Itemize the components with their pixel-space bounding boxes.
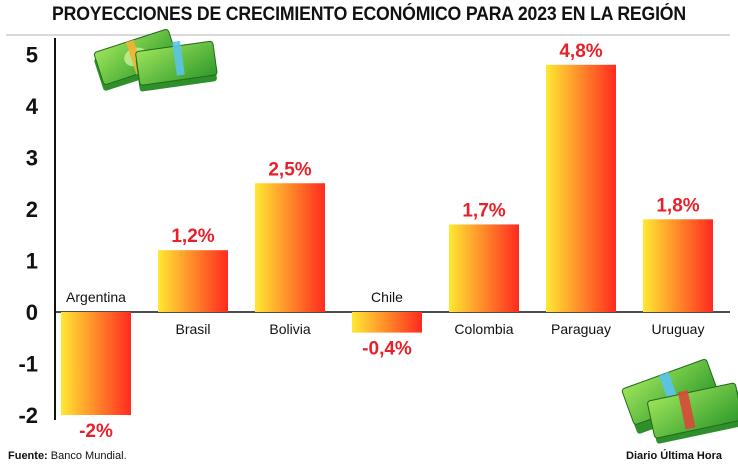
data-labels: -2% 1,2% 2,5% -0,4% 1,7% 4,8% 1,8% xyxy=(79,41,700,442)
y-tick-label: 2 xyxy=(26,197,38,222)
bar-chile xyxy=(352,312,422,333)
category-label: Paraguay xyxy=(551,321,611,337)
y-tick-labels: 5 4 3 2 1 0 -1 -2 xyxy=(18,43,38,429)
data-label: 2,5% xyxy=(268,159,311,180)
category-label: Argentina xyxy=(66,289,126,305)
money-stack-icon xyxy=(93,28,218,92)
data-label: -2% xyxy=(79,421,113,442)
data-label: 4,8% xyxy=(559,41,602,62)
bar-paraguay xyxy=(546,64,616,312)
y-tick-label: -1 xyxy=(18,352,38,377)
category-label: Bolivia xyxy=(269,321,310,337)
y-tick-label: 5 xyxy=(26,43,38,68)
category-label: Colombia xyxy=(454,321,513,337)
money-bundle-icon xyxy=(621,358,738,444)
y-tick-label: 1 xyxy=(26,249,38,274)
category-label: Uruguay xyxy=(652,321,705,337)
y-tick-label: 0 xyxy=(26,300,38,325)
data-label: -0,4% xyxy=(362,339,412,360)
bar-colombia xyxy=(449,224,519,312)
title-divider xyxy=(6,34,730,36)
bar-bolivia xyxy=(255,183,325,312)
bar-uruguay xyxy=(643,219,713,312)
y-tick-label: -2 xyxy=(18,403,38,428)
y-tick-label: 3 xyxy=(26,146,38,171)
category-labels: Argentina Brasil Bolivia Chile Colombia Parag… xyxy=(66,289,704,337)
data-label: 1,2% xyxy=(171,226,214,247)
data-label: 1,7% xyxy=(462,200,505,221)
data-label: 1,8% xyxy=(656,195,699,216)
source-note: Fuente: Banco Mundial. xyxy=(8,450,127,462)
category-label: Chile xyxy=(371,289,403,305)
source-value: Banco Mundial. xyxy=(50,450,127,462)
bar-argentina xyxy=(61,312,131,415)
y-tick-label: 4 xyxy=(26,94,39,119)
bars xyxy=(61,64,713,415)
chart-title: PROYECCIONES DE CRECIMIENTO ECONÓMICO PA… xyxy=(52,4,686,25)
bar-brasil xyxy=(158,250,228,312)
category-label: Brasil xyxy=(175,321,210,337)
publisher-credit: Diario Última Hora xyxy=(626,450,722,462)
source-label: Fuente: xyxy=(8,450,48,462)
